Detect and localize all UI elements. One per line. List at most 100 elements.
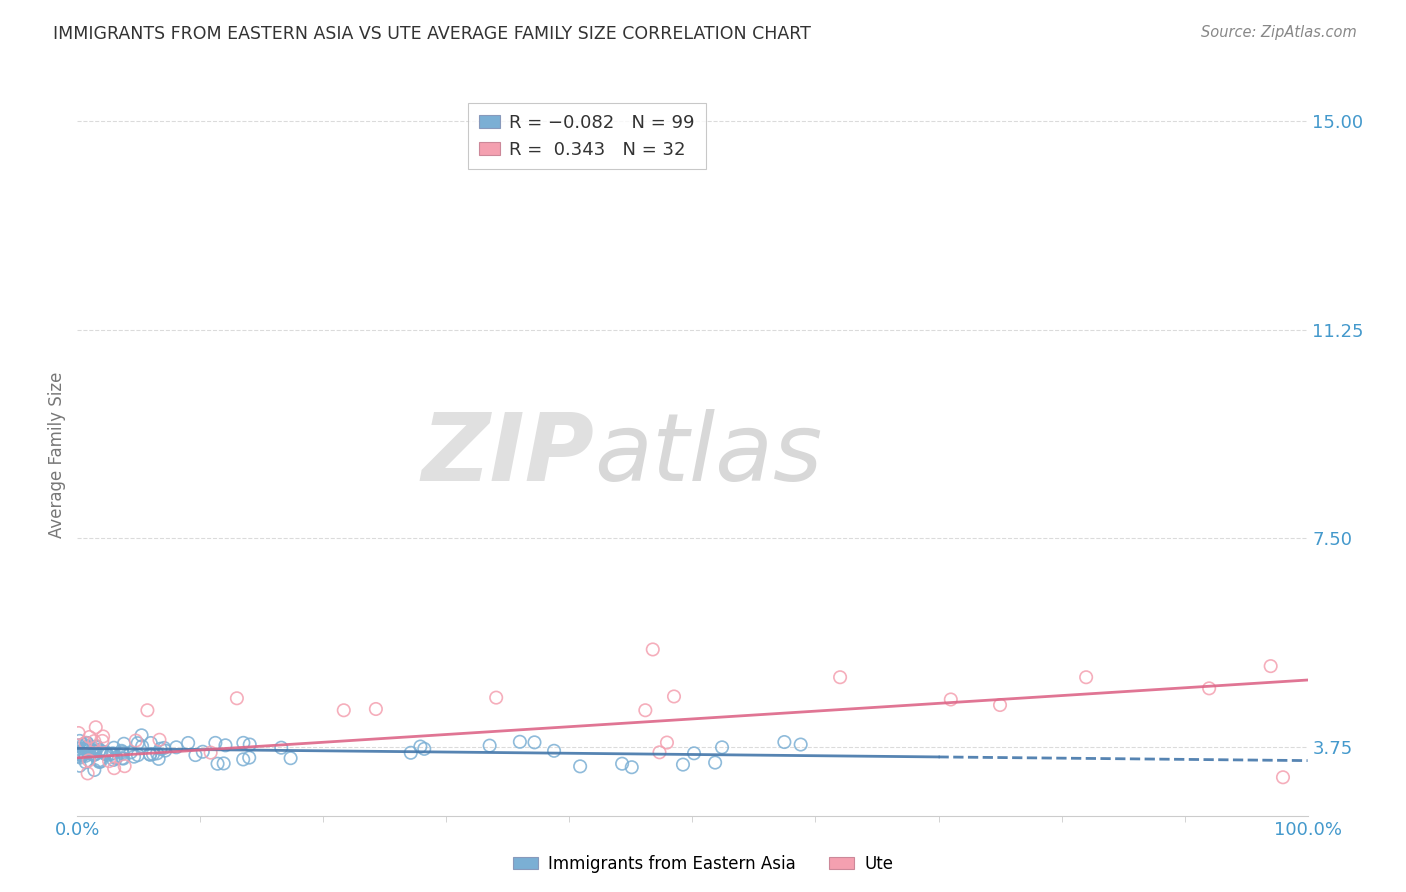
- Point: [84, 740, 107, 755]
- Point: [103, 753, 125, 767]
- Text: ZIP: ZIP: [422, 409, 595, 501]
- Point: [73, 742, 96, 756]
- Point: [155, 743, 177, 757]
- Point: [84, 747, 107, 762]
- Point: [789, 738, 811, 752]
- Point: [112, 737, 135, 751]
- Point: [111, 745, 134, 759]
- Point: [111, 751, 134, 765]
- Point: [478, 739, 501, 753]
- Point: [232, 736, 254, 750]
- Point: [103, 761, 125, 775]
- Point: [77, 741, 100, 756]
- Point: [87, 753, 110, 767]
- Y-axis label: Average Family Size: Average Family Size: [48, 372, 66, 538]
- Point: [122, 749, 145, 764]
- Point: [77, 739, 100, 753]
- Point: [96, 747, 118, 762]
- Point: [988, 698, 1011, 712]
- Point: [139, 736, 162, 750]
- Point: [101, 747, 124, 761]
- Point: [413, 742, 436, 756]
- Point: [200, 746, 222, 760]
- Point: [83, 734, 105, 748]
- Point: [104, 751, 127, 765]
- Point: [82, 747, 104, 762]
- Point: [655, 735, 678, 749]
- Point: [641, 642, 664, 657]
- Point: [620, 760, 643, 774]
- Point: [364, 702, 387, 716]
- Point: [148, 752, 170, 766]
- Legend: R = −0.082   N = 99, R =  0.343   N = 32: R = −0.082 N = 99, R = 0.343 N = 32: [468, 103, 706, 169]
- Point: [165, 740, 187, 755]
- Point: [67, 726, 90, 740]
- Point: [69, 734, 91, 748]
- Point: [662, 690, 685, 704]
- Point: [69, 745, 91, 759]
- Point: [110, 744, 132, 758]
- Point: [76, 736, 98, 750]
- Point: [939, 692, 962, 706]
- Point: [89, 755, 111, 769]
- Point: [67, 749, 90, 764]
- Point: [238, 750, 260, 764]
- Point: [148, 732, 170, 747]
- Point: [67, 739, 90, 753]
- Point: [648, 745, 671, 759]
- Point: [711, 740, 734, 755]
- Point: [77, 753, 100, 767]
- Point: [212, 756, 235, 771]
- Point: [84, 745, 107, 759]
- Point: [70, 747, 93, 762]
- Point: [120, 745, 142, 759]
- Point: [1260, 659, 1282, 673]
- Point: [83, 763, 105, 777]
- Point: [177, 736, 200, 750]
- Point: [139, 747, 162, 762]
- Point: [89, 755, 111, 769]
- Point: [830, 670, 852, 684]
- Point: [79, 730, 101, 744]
- Point: [73, 741, 96, 756]
- Point: [131, 728, 153, 742]
- Point: [523, 735, 546, 749]
- Point: [149, 741, 172, 756]
- Point: [270, 740, 292, 755]
- Point: [98, 754, 121, 768]
- Point: [136, 703, 159, 717]
- Point: [67, 742, 90, 756]
- Point: [1198, 681, 1220, 696]
- Point: [146, 747, 169, 761]
- Text: IMMIGRANTS FROM EASTERN ASIA VS UTE AVERAGE FAMILY SIZE CORRELATION CHART: IMMIGRANTS FROM EASTERN ASIA VS UTE AVER…: [53, 25, 811, 43]
- Point: [127, 736, 149, 750]
- Point: [191, 745, 214, 759]
- Point: [77, 742, 100, 756]
- Point: [225, 691, 247, 706]
- Point: [70, 748, 93, 763]
- Point: [76, 744, 98, 758]
- Point: [207, 756, 229, 771]
- Point: [90, 745, 112, 759]
- Point: [76, 740, 98, 755]
- Point: [94, 747, 117, 761]
- Point: [91, 730, 114, 744]
- Point: [409, 739, 432, 754]
- Point: [184, 747, 207, 762]
- Point: [634, 703, 657, 717]
- Point: [399, 746, 422, 760]
- Point: [69, 750, 91, 764]
- Point: [139, 747, 162, 762]
- Point: [91, 734, 114, 748]
- Point: [86, 739, 108, 754]
- Point: [1272, 770, 1295, 784]
- Point: [76, 766, 98, 780]
- Point: [509, 735, 531, 749]
- Point: [100, 747, 122, 761]
- Point: [70, 747, 93, 761]
- Point: [72, 737, 94, 751]
- Point: [75, 736, 97, 750]
- Point: [131, 739, 153, 754]
- Point: [127, 748, 149, 763]
- Point: [125, 733, 148, 747]
